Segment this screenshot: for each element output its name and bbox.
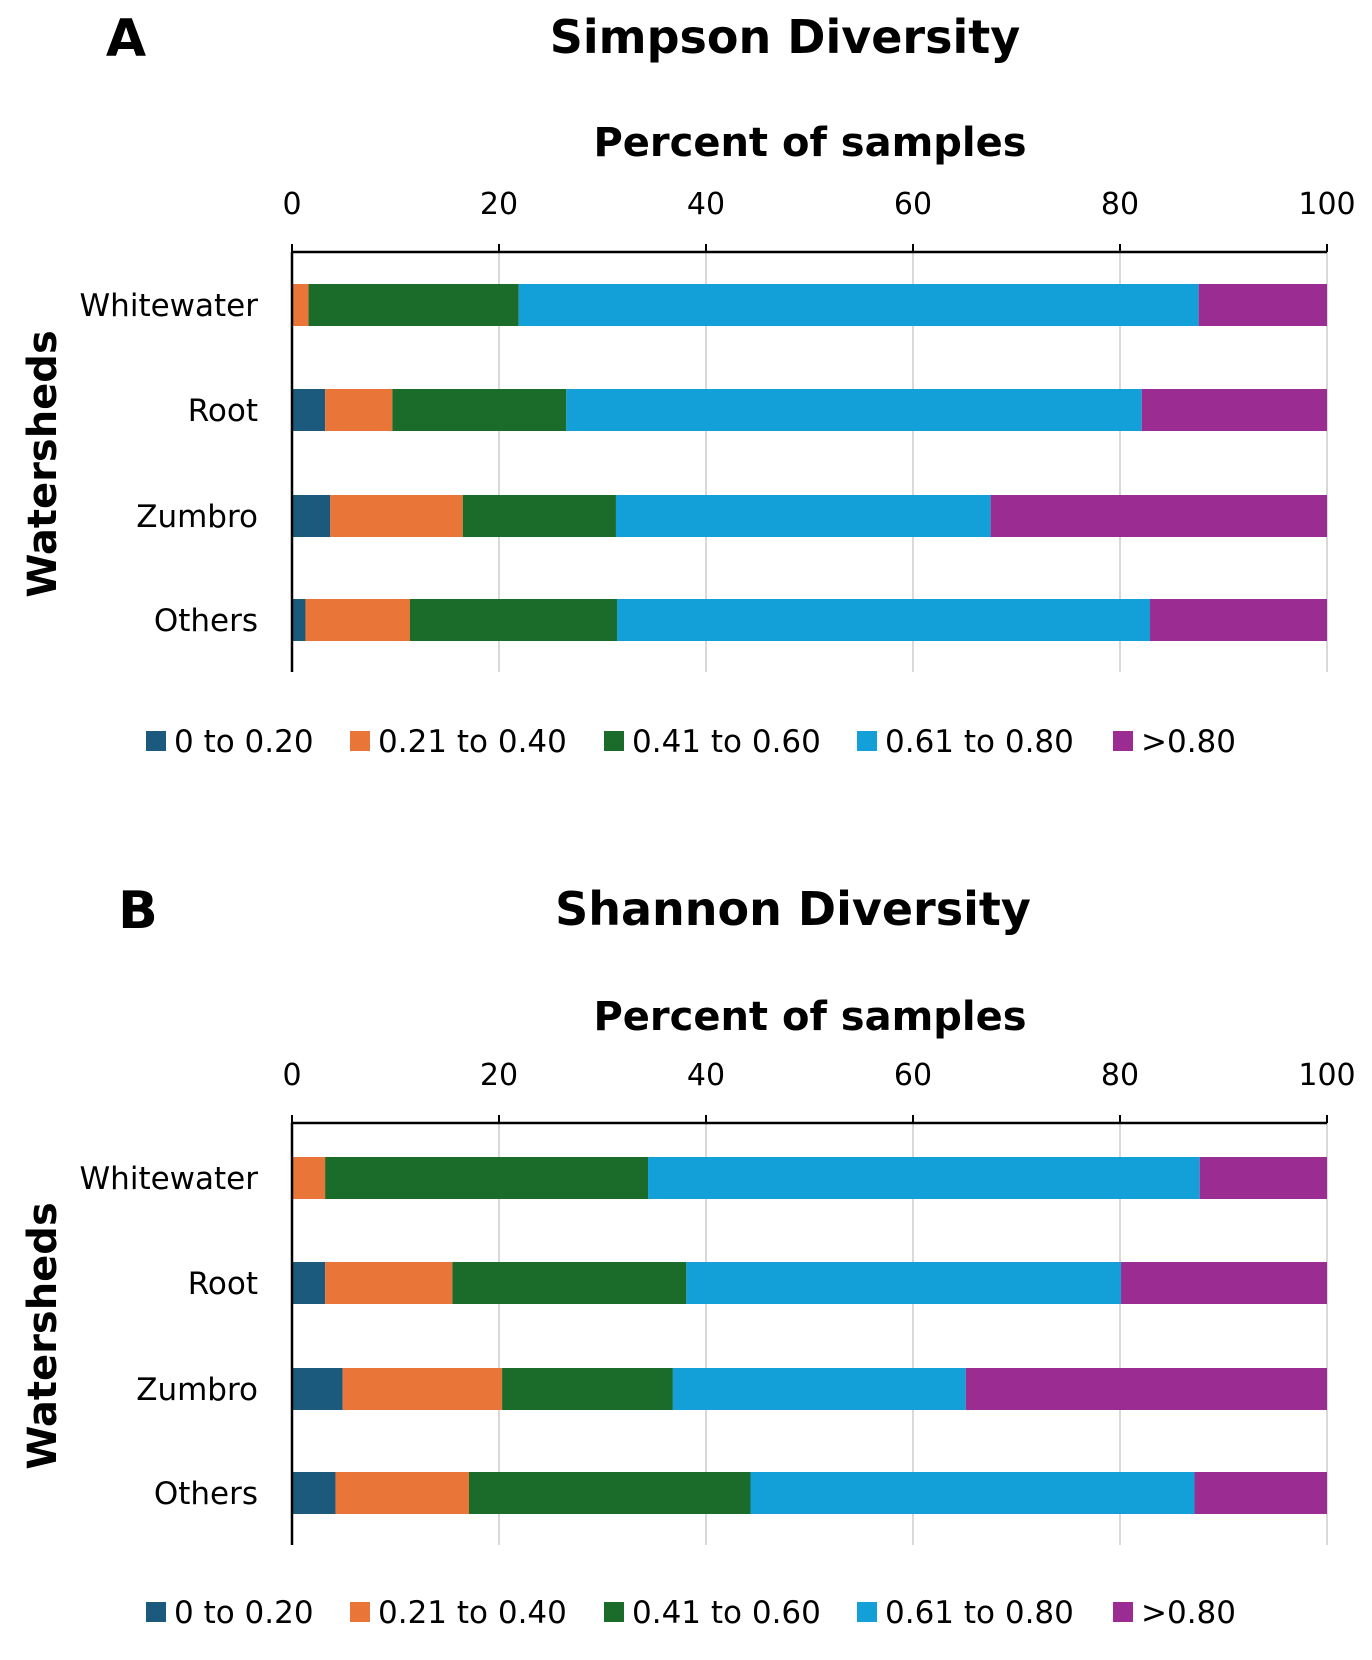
legend-label-0-to-0-20: 0 to 0.20: [174, 1595, 314, 1631]
bar-segment-root-0-21-to-0-40: [325, 389, 393, 431]
bar-segment-root-0-to-0-20: [292, 389, 326, 431]
bar-segment-root-0-61-to-0-80: [686, 1262, 1122, 1304]
bar-segment-zumbro-0-80: [965, 1368, 1327, 1410]
x-tick-label: 80: [1101, 187, 1139, 222]
legend: 0 to 0.20 0.21 to 0.40 0.41 to 0.60 0.61 to…: [146, 1595, 1236, 1631]
legend-swatch-0-80: [1113, 731, 1133, 751]
bar-segment-others-0-41-to-0-60: [468, 1472, 751, 1514]
legend-label-0-80: >0.80: [1141, 724, 1236, 760]
bar-segment-zumbro-0-21-to-0-40: [342, 1368, 503, 1410]
bar-segment-root-0-41-to-0-60: [392, 389, 567, 431]
chart-panel-b: B Shannon Diversity Percent of samples Wate…: [20, 881, 1356, 1631]
legend-label-0-41-to-0-60: 0.41 to 0.60: [632, 1595, 821, 1631]
x-tick-label: 40: [687, 1058, 725, 1093]
legend-swatch-0-to-0-20: [146, 731, 166, 751]
x-tick-label: 60: [894, 187, 932, 222]
bar-segment-root-0-21-to-0-40: [325, 1262, 453, 1304]
category-label-zumbro: Zumbro: [136, 1372, 258, 1408]
bar-segment-others-0-21-to-0-40: [305, 599, 410, 641]
category-label-root: Root: [188, 1266, 258, 1302]
y-axis-title: Watersheds: [20, 330, 66, 598]
bar-segment-others-0-61-to-0-80: [616, 599, 1151, 641]
x-tick-label: 40: [687, 187, 725, 222]
category-label-whitewater: Whitewater: [80, 1161, 259, 1197]
legend-swatch-0-21-to-0-40: [350, 1602, 370, 1622]
chart-title: Simpson Diversity: [550, 10, 1020, 64]
bar-segment-whitewater-0-21-to-0-40: [292, 284, 309, 326]
category-label-root: Root: [188, 393, 258, 429]
bar-segment-whitewater-0-21-to-0-40: [292, 1157, 326, 1199]
legend-swatch-0-80: [1113, 1602, 1133, 1622]
x-axis-title: Percent of samples: [593, 994, 1026, 1040]
x-tick-label: 20: [480, 1058, 518, 1093]
legend-swatch-0-21-to-0-40: [350, 731, 370, 751]
category-label-others: Others: [154, 603, 258, 639]
legend-label-0-21-to-0-40: 0.21 to 0.40: [378, 724, 567, 760]
bar-segment-root-0-61-to-0-80: [566, 389, 1142, 431]
legend-label-0-61-to-0-80: 0.61 to 0.80: [885, 724, 1074, 760]
category-label-zumbro: Zumbro: [136, 499, 258, 535]
legend-swatch-0-41-to-0-60: [604, 1602, 624, 1622]
x-tick-label: 100: [1298, 187, 1355, 222]
bar-segment-others-0-41-to-0-60: [409, 599, 617, 641]
bar-segment-whitewater-0-61-to-0-80: [518, 284, 1199, 326]
legend-label-0-80: >0.80: [1141, 1595, 1236, 1631]
bar-segment-whitewater-0-80: [1199, 1157, 1327, 1199]
category-label-others: Others: [154, 1476, 258, 1512]
panel-letter: A: [106, 9, 146, 69]
x-tick-label: 0: [282, 187, 301, 222]
legend-label-0-21-to-0-40: 0.21 to 0.40: [378, 1595, 567, 1631]
bar-segment-zumbro-0-61-to-0-80: [615, 495, 991, 537]
bar-segment-zumbro-0-41-to-0-60: [502, 1368, 673, 1410]
bar-segment-zumbro-0-61-to-0-80: [672, 1368, 966, 1410]
legend-swatch-0-61-to-0-80: [857, 731, 877, 751]
legend-label-0-41-to-0-60: 0.41 to 0.60: [632, 724, 821, 760]
bar-segment-others-0-80: [1194, 1472, 1327, 1514]
y-axis-title: Watersheds: [20, 1202, 66, 1470]
bar-segment-whitewater-0-41-to-0-60: [308, 284, 519, 326]
bar-segment-others-0-to-0-20: [292, 1472, 336, 1514]
bar-segment-zumbro-0-21-to-0-40: [330, 495, 463, 537]
bar-segment-zumbro-0-41-to-0-60: [462, 495, 616, 537]
bar-segment-others-0-80: [1150, 599, 1327, 641]
legend-label-0-to-0-20: 0 to 0.20: [174, 724, 314, 760]
bar-segment-root-0-41-to-0-60: [452, 1262, 687, 1304]
legend-swatch-0-to-0-20: [146, 1602, 166, 1622]
bar-segment-zumbro-0-to-0-20: [292, 495, 331, 537]
x-tick-label: 60: [894, 1058, 932, 1093]
bar-segment-others-0-61-to-0-80: [750, 1472, 1195, 1514]
legend-swatch-0-61-to-0-80: [857, 1602, 877, 1622]
x-tick-label: 20: [480, 187, 518, 222]
bar-segment-whitewater-0-80: [1198, 284, 1327, 326]
legend-swatch-0-41-to-0-60: [604, 731, 624, 751]
x-tick-label: 0: [282, 1058, 301, 1093]
bar-segment-whitewater-0-41-to-0-60: [325, 1157, 649, 1199]
bar-segment-whitewater-0-61-to-0-80: [648, 1157, 1200, 1199]
x-tick-label: 80: [1101, 1058, 1139, 1093]
bar-segment-zumbro-0-to-0-20: [292, 1368, 343, 1410]
chart-title: Shannon Diversity: [555, 882, 1031, 936]
bar-segment-root-0-80: [1141, 389, 1327, 431]
panel-letter: B: [118, 881, 158, 941]
legend-label-0-61-to-0-80: 0.61 to 0.80: [885, 1595, 1074, 1631]
chart-panel-a: A Simpson Diversity Percent of samples Wate…: [20, 9, 1356, 760]
bar-segment-others-0-to-0-20: [292, 599, 306, 641]
legend: 0 to 0.20 0.21 to 0.40 0.41 to 0.60 0.61 to…: [146, 724, 1236, 760]
category-label-whitewater: Whitewater: [80, 288, 259, 324]
bar-segment-others-0-21-to-0-40: [335, 1472, 469, 1514]
x-axis-title: Percent of samples: [593, 120, 1026, 166]
bar-segment-root-0-80: [1121, 1262, 1327, 1304]
x-tick-label: 100: [1298, 1058, 1355, 1093]
bar-segment-zumbro-0-80: [990, 495, 1327, 537]
bar-segment-root-0-to-0-20: [292, 1262, 326, 1304]
